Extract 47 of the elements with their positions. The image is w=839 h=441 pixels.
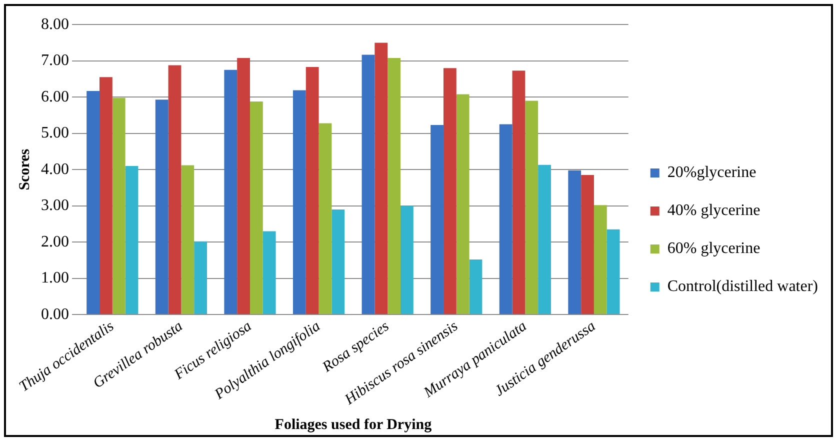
bar: [250, 101, 263, 314]
bar: [262, 231, 276, 314]
bar: [469, 260, 482, 314]
bar: [125, 166, 138, 314]
bar: [538, 164, 551, 314]
bar: [306, 67, 319, 314]
bar: [86, 90, 100, 314]
y-tick-label: 2.00: [41, 233, 69, 250]
bar: [362, 54, 375, 314]
bar: [168, 65, 182, 314]
bar: [512, 70, 526, 314]
bar: [594, 205, 607, 314]
legend-label: 40% glycerine: [667, 202, 760, 220]
bar: [237, 58, 250, 314]
legend-label: 20%glycerine: [667, 164, 756, 182]
x-axis-title: Foliages used for Drying: [274, 416, 432, 433]
y-tick-label: 4.00: [41, 160, 69, 178]
y-tick-label: 6.00: [41, 88, 69, 106]
y-tick-label: 1.00: [41, 270, 69, 287]
y-axis-title: Scores: [16, 148, 33, 190]
bar: [224, 70, 238, 314]
bar: [194, 241, 207, 314]
bar: [499, 124, 512, 314]
bar: [430, 125, 444, 314]
bar: [525, 100, 538, 314]
bar: [581, 175, 594, 314]
y-tick-label: 0.00: [41, 306, 69, 323]
bar: [181, 165, 194, 314]
legend-label: Control(distilled water): [667, 278, 818, 296]
y-tick-label: 8.00: [41, 16, 69, 33]
bar: [606, 229, 620, 314]
bar: [292, 90, 306, 314]
y-tick-label: 3.00: [41, 197, 69, 214]
bar: [155, 100, 168, 314]
y-tick-label: 5.00: [41, 124, 69, 142]
bar: [388, 58, 400, 314]
bar: [332, 209, 345, 314]
bar: [568, 170, 582, 314]
bar: [374, 42, 388, 314]
legend-label: 60% glycerine: [667, 240, 760, 258]
bar: [100, 77, 112, 314]
y-tick-label: 7.00: [41, 52, 69, 70]
bar: [456, 94, 470, 314]
bar: [318, 123, 332, 314]
bar: [443, 68, 456, 314]
bar: [400, 206, 414, 314]
bar: [112, 98, 126, 314]
